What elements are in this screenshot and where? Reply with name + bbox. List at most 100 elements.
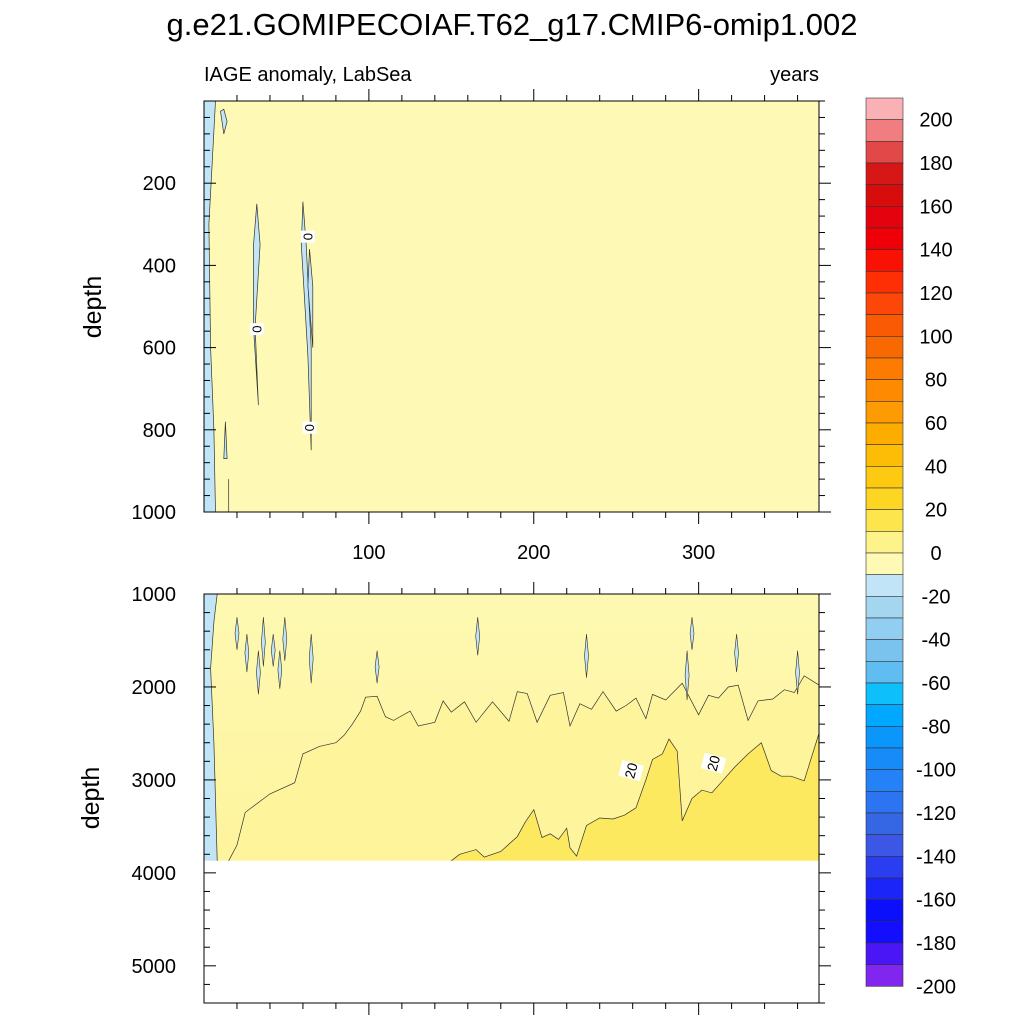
x-tick-label-1: 200 — [517, 542, 550, 564]
colorbar-box-20 — [865, 531, 904, 554]
chart-title: g.e21.GOMIPECOIAF.T62_g17.CMIP6-omip1.00… — [167, 7, 858, 42]
lower-contour-20 — [451, 733, 819, 862]
colorbar-label-15: -100 — [916, 760, 956, 782]
colorbar-label-5: 100 — [919, 326, 952, 348]
lower-negative-streak-10 — [475, 617, 481, 656]
colorbar-label-2: 160 — [919, 196, 952, 218]
upper-contour-label-1: 0 — [300, 233, 315, 240]
upper-contour-streak-4 — [220, 108, 228, 134]
colorbar-box-3 — [865, 162, 904, 185]
colorbar-box-4 — [865, 184, 904, 207]
colorbar-label-13: -60 — [922, 673, 951, 695]
lower-panel-axes: 1000 2000 3000 4000 5000 — [132, 582, 831, 1015]
upper-panel-contours: 0 0 0 — [208, 101, 317, 512]
subtitle-left: IAGE anomaly, LabSea — [204, 64, 412, 86]
colorbar-box-21 — [865, 552, 904, 575]
colorbar-label-4: 120 — [919, 283, 952, 305]
colorbar-label-3: 140 — [919, 240, 952, 262]
colorbar-label-6: 80 — [925, 370, 947, 392]
upper-contour-label-bg-3 — [302, 421, 317, 434]
colorbar-box-5 — [865, 206, 904, 229]
colorbar-box-13 — [865, 379, 904, 402]
upper-contour-zero-band — [208, 101, 216, 512]
upper-panel-frame — [203, 100, 820, 513]
upper-panel: 0 0 0 200 400 600 800 1000 depth — [79, 89, 831, 524]
colorbar-box-19 — [865, 509, 904, 532]
colorbar-box-6 — [865, 227, 904, 250]
lower-contour-zero-band — [210, 594, 218, 861]
upper-contour-label-bg-2 — [249, 323, 264, 336]
lower-missing-region — [204, 860, 819, 1003]
lower-y-tick-label-4: 5000 — [132, 956, 177, 978]
upper-panel-axes: 200 400 600 800 1000 — [132, 89, 831, 524]
upper-y-tick-label-1: 400 — [143, 255, 176, 277]
colorbar-box-9 — [865, 292, 904, 315]
colorbar-box-18 — [865, 487, 904, 510]
lower-y-tick-label-1: 2000 — [132, 677, 177, 699]
upper-contour-streak-2 — [300, 201, 312, 451]
colorbar-label-9: 20 — [925, 500, 947, 522]
lower-contour-label-1: 20 — [621, 761, 641, 780]
colorbar-box-24 — [865, 617, 904, 640]
x-tick-label-0: 100 — [352, 542, 385, 564]
colorbar-box-26 — [865, 661, 904, 684]
upper-contour-label-2: 0 — [249, 325, 264, 332]
colorbar-label-1: 180 — [919, 153, 952, 175]
lower-negative-streak-15 — [795, 650, 800, 695]
colorbar-box-38 — [865, 921, 904, 944]
x-axis-tick-labels: 100 200 300 — [352, 542, 715, 564]
lower-negative-streak-8 — [308, 633, 314, 684]
colorbar-label-18: -160 — [916, 890, 956, 912]
lower-y-tick-label-2: 3000 — [132, 770, 177, 792]
colorbar-box-10 — [865, 314, 904, 337]
colorbar-box-12 — [865, 357, 904, 380]
lower-y-tick-label-0: 1000 — [132, 584, 177, 606]
colorbar-label-10: 0 — [930, 543, 941, 565]
colorbar-box-1 — [865, 119, 904, 142]
lower-negative-streak-5 — [270, 633, 276, 667]
colorbar-box-7 — [865, 249, 904, 272]
lower-contour-label-bg-2 — [700, 752, 727, 774]
upper-y-tick-label-3: 800 — [143, 420, 176, 442]
colorbar-label-7: 60 — [925, 413, 947, 435]
colorbar-label-17: -140 — [916, 846, 956, 868]
colorbar-box-27 — [865, 682, 904, 705]
colorbar-box-8 — [865, 271, 904, 294]
lower-panel-contours: 20 20 — [210, 594, 819, 862]
upper-contour-label-3: 0 — [302, 424, 317, 431]
colorbar-box-28 — [865, 704, 904, 727]
colorbar-box-31 — [865, 769, 904, 792]
colorbar-label-11: -20 — [922, 586, 951, 608]
upper-y-tick-label-2: 600 — [143, 338, 176, 360]
upper-contour-streak-3 — [307, 248, 314, 348]
colorbar-box-16 — [865, 444, 904, 467]
colorbar-box-37 — [865, 899, 904, 922]
lower-negative-streak-7 — [282, 617, 288, 661]
colorbar-box-34 — [865, 834, 904, 857]
colorbar-label-12: -40 — [922, 630, 951, 652]
subtitle-right: years — [770, 64, 819, 86]
lower-y-tick-label-3: 4000 — [132, 863, 177, 885]
upper-contour-streak-1 — [253, 203, 261, 406]
lower-region-20-30 — [451, 733, 819, 861]
upper-panel-fill — [204, 101, 819, 512]
colorbar-box-2 — [865, 141, 904, 164]
upper-contour-label-bg-1 — [300, 230, 315, 243]
colorbar-label-14: -80 — [922, 716, 951, 738]
colorbar-box-29 — [865, 726, 904, 749]
colorbar-box-33 — [865, 812, 904, 835]
lower-negative-streak-3 — [256, 650, 261, 695]
lower-negative-streak-13 — [689, 617, 695, 650]
colorbar-label-0: 200 — [919, 110, 952, 132]
upper-y-tick-label-4: 1000 — [132, 502, 177, 524]
lower-contour-label-bg-1 — [618, 760, 644, 782]
colorbar-label-19: -180 — [916, 933, 956, 955]
upper-positive-region — [204, 101, 819, 512]
colorbar-box-17 — [865, 466, 904, 489]
upper-contour-streak-5 — [223, 421, 228, 459]
colorbar-box-23 — [865, 596, 904, 619]
lower-contour-10 — [228, 675, 819, 861]
colorbar-box-40 — [865, 964, 904, 987]
colorbar-label-8: 40 — [925, 456, 947, 478]
